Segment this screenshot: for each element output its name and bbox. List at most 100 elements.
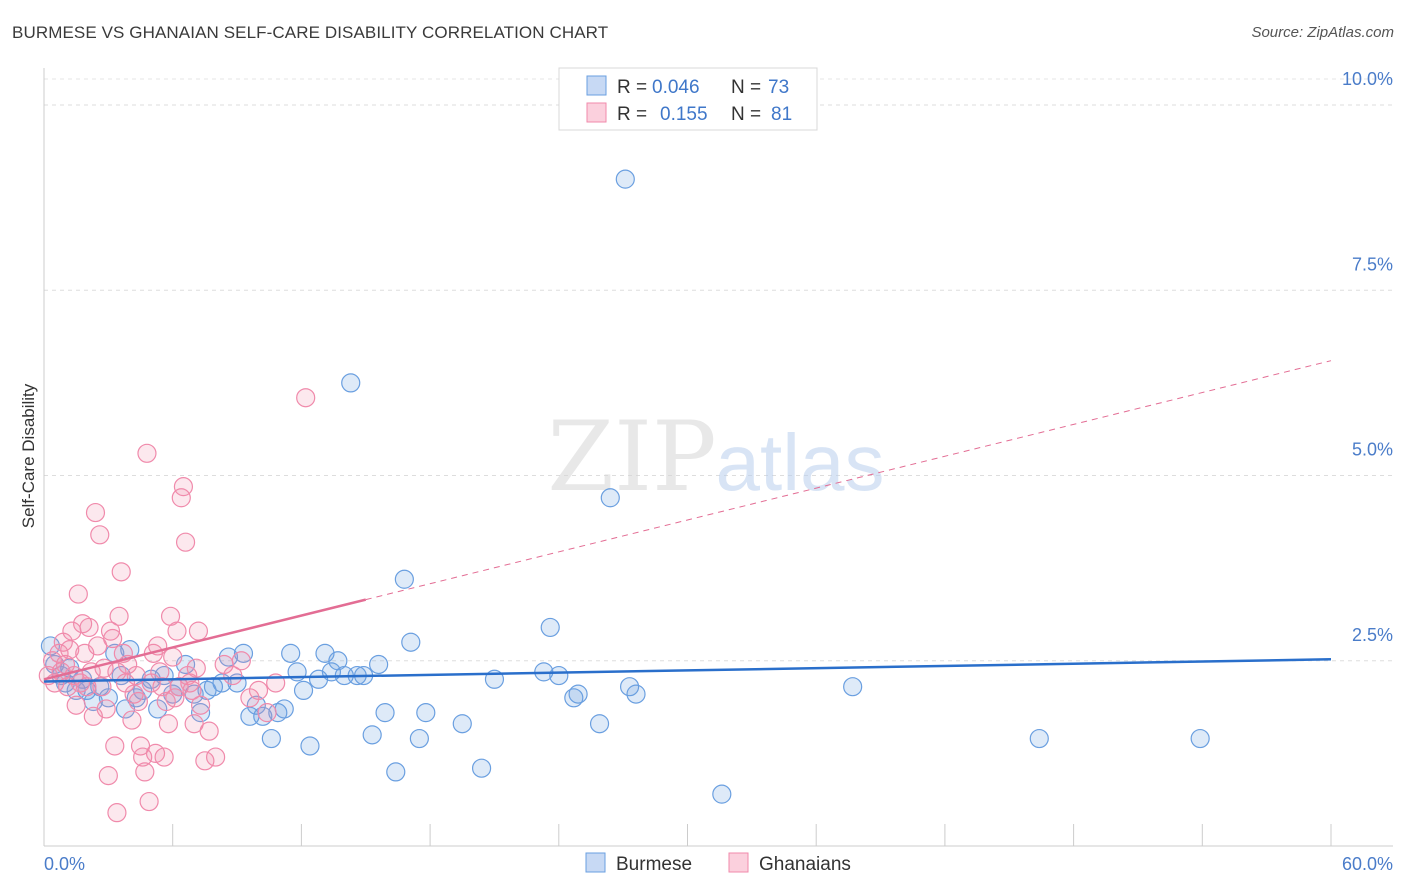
point-ghanaians — [137, 443, 157, 463]
point-ghanaians — [107, 803, 127, 823]
legend-r-label-1: R = — [617, 77, 647, 98]
point-ghanaians — [79, 617, 99, 638]
watermark-atlas: atlas — [716, 418, 885, 507]
point-burmese — [1029, 728, 1049, 749]
y-tick-label: 7.5% — [1352, 254, 1393, 274]
point-ghanaians — [90, 525, 110, 545]
point-ghanaians — [163, 647, 183, 667]
point-ghanaians — [190, 695, 211, 715]
legend-bottom-label-burmese: Burmese — [616, 854, 692, 875]
point-burmese — [233, 643, 254, 663]
point-burmese — [619, 677, 640, 697]
point-ghanaians — [85, 502, 106, 523]
point-ghanaians — [231, 651, 251, 671]
trend-line-ghanaians — [43, 598, 367, 681]
trend-line-burmese — [43, 658, 1332, 683]
point-burmese — [293, 680, 314, 701]
point-burmese — [471, 758, 492, 778]
legend-n-value-1: 73 — [768, 77, 789, 98]
legend-bottom-swatch-ghanaians — [728, 852, 749, 873]
point-burmese — [452, 714, 472, 734]
point-ghanaians — [199, 721, 219, 741]
point-burmese — [409, 728, 429, 749]
point-burmese — [341, 373, 361, 393]
point-ghanaians — [135, 762, 155, 782]
point-burmese — [274, 699, 294, 719]
watermark: ZIP atlas — [547, 401, 884, 513]
point-burmese — [401, 632, 421, 652]
point-burmese — [626, 684, 646, 704]
point-burmese — [1190, 728, 1210, 749]
point-ghanaians — [188, 621, 209, 641]
axes — [43, 68, 1393, 847]
trend-line-dashed-ghanaians — [365, 360, 1332, 601]
legend-r-value-1: 0.046 — [652, 77, 700, 98]
legend-r-label-2: R = — [617, 104, 647, 125]
point-ghanaians — [167, 621, 187, 641]
point-ghanaians — [139, 791, 159, 812]
point-ghanaians — [122, 710, 142, 730]
point-ghanaians — [175, 532, 196, 552]
point-burmese — [589, 714, 610, 734]
point-ghanaians — [182, 680, 202, 701]
point-burmese — [843, 677, 863, 697]
legend-n-label-1: N = — [731, 77, 761, 98]
legend-bottom-label-ghanaians: Ghanaians — [759, 854, 851, 875]
data-points — [38, 169, 1210, 823]
legend-r-value-2: 0.155 — [660, 104, 708, 125]
legend-n-label-2: N = — [731, 104, 761, 125]
y-tick-label: 2.5% — [1352, 625, 1393, 645]
legend-swatch-ghanaians — [586, 102, 607, 123]
watermark-zip: ZIP — [547, 401, 716, 513]
point-burmese — [261, 728, 281, 749]
point-ghanaians — [128, 691, 148, 712]
point-burmese — [712, 784, 732, 804]
point-ghanaians — [165, 688, 185, 708]
point-ghanaians — [206, 747, 226, 767]
grid-lines — [44, 78, 1393, 662]
point-burmese — [615, 169, 635, 189]
point-burmese — [416, 703, 436, 723]
chart-title: BURMESE VS GHANAIAN SELF-CARE DISABILITY… — [12, 23, 609, 42]
legend-bottom: Burmese Ghanaians — [585, 852, 851, 875]
point-burmese — [246, 695, 266, 715]
point-ghanaians — [105, 736, 125, 756]
point-ghanaians — [195, 751, 215, 771]
point-ghanaians — [100, 621, 121, 641]
point-ghanaians — [103, 628, 123, 649]
point-ghanaians — [158, 714, 179, 734]
point-ghanaians — [66, 695, 86, 715]
point-ghanaians — [60, 640, 80, 660]
trend-lines — [43, 360, 1332, 683]
point-ghanaians — [111, 562, 131, 582]
legend-top: R = 0.046 N = 73 R = 0.155 N = 81 — [558, 67, 818, 131]
x-tick-label-max: 60.0% — [1342, 854, 1393, 874]
point-burmese — [386, 762, 406, 782]
point-burmese — [362, 725, 382, 745]
point-burmese — [281, 643, 301, 663]
point-ghanaians — [257, 703, 277, 723]
point-ghanaians — [186, 658, 206, 678]
point-burmese — [375, 703, 395, 723]
point-burmese — [300, 736, 320, 756]
legend-swatch-burmese — [586, 75, 607, 96]
point-ghanaians — [173, 477, 194, 497]
point-ghanaians — [68, 584, 88, 604]
legend-bottom-swatch-burmese — [585, 852, 606, 873]
point-ghanaians — [96, 699, 116, 719]
point-ghanaians — [150, 662, 170, 682]
point-ghanaians — [296, 388, 316, 408]
point-ghanaians — [77, 677, 97, 697]
point-burmese — [394, 569, 414, 589]
point-burmese — [549, 665, 569, 686]
point-ghanaians — [49, 643, 69, 663]
point-ghanaians — [152, 677, 172, 697]
point-burmese — [369, 654, 389, 675]
point-ghanaians — [92, 677, 112, 697]
point-ghanaians — [109, 606, 129, 626]
point-ghanaians — [98, 766, 118, 786]
legend-n-value-2: 81 — [771, 104, 792, 125]
point-ghanaians — [154, 747, 174, 767]
point-burmese — [568, 684, 588, 704]
